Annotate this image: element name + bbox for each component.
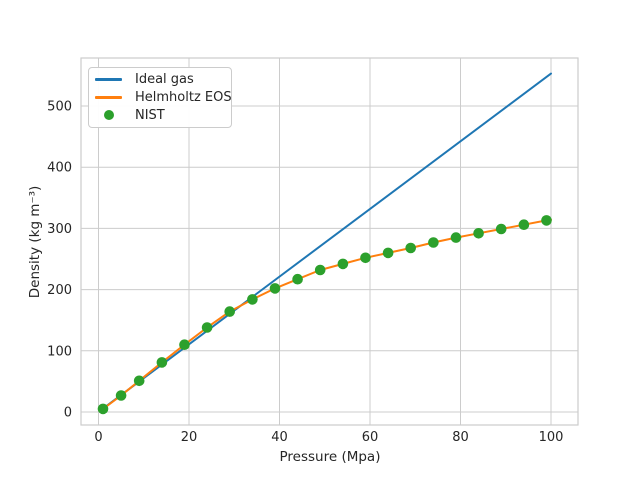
nist-point xyxy=(360,252,371,264)
x-tick-label: 40 xyxy=(271,430,288,445)
nist-point xyxy=(541,215,552,226)
legend-label-ideal-gas: Ideal gas xyxy=(135,72,194,88)
legend-label-nist: NIST xyxy=(135,107,165,123)
nist-marker-sample-icon xyxy=(95,110,122,121)
legend-item-helmholtz-eos: Helmholtz EOS xyxy=(95,89,232,107)
helmholtz-eos-line-sample-icon xyxy=(95,96,122,99)
nist-point xyxy=(428,237,439,248)
x-tick-label: 100 xyxy=(539,430,564,445)
x-tick-label: 60 xyxy=(362,430,379,445)
nist-point xyxy=(450,232,462,243)
nist-point xyxy=(179,339,190,351)
y-tick-label: 300 xyxy=(47,222,72,237)
helmholtz-eos-line xyxy=(102,218,552,410)
nist-point xyxy=(97,403,109,415)
nist-point xyxy=(133,375,145,387)
nist-point xyxy=(314,264,326,276)
legend-label-helmholtz-eos: Helmholtz EOS xyxy=(135,90,232,105)
x-tick-label: 20 xyxy=(181,430,198,445)
nist-point xyxy=(518,219,530,230)
nist-point xyxy=(201,322,213,333)
nist-point xyxy=(156,357,168,368)
nist-point xyxy=(115,390,127,401)
nist-point xyxy=(382,247,394,259)
nist-point xyxy=(337,258,349,270)
y-tick-label: 500 xyxy=(47,100,72,115)
nist-point xyxy=(292,273,303,285)
y-tick-label: 0 xyxy=(64,406,72,421)
tick-layer: 0 20 40 60 80 100 0 100 200 300 400 500 xyxy=(47,100,563,446)
y-tick-label: 400 xyxy=(47,161,72,176)
legend-item-ideal-gas: Ideal gas xyxy=(95,71,225,89)
x-tick-label: 80 xyxy=(452,430,469,445)
nist-point xyxy=(247,294,258,305)
nist-point xyxy=(269,283,281,294)
legend: Ideal gas Helmholtz EOS NIST xyxy=(88,67,232,128)
nist-point xyxy=(224,306,235,317)
ideal-gas-line xyxy=(102,72,552,410)
nist-point xyxy=(473,228,484,239)
ideal-gas-line-sample-icon xyxy=(95,78,122,82)
x-tick-label: 0 xyxy=(94,430,102,445)
y-tick-label: 200 xyxy=(47,283,72,298)
legend-item-nist: NIST xyxy=(95,106,225,124)
x-axis-label: Pressure (Mpa) xyxy=(280,449,381,465)
nist-point xyxy=(405,242,417,254)
nist-point xyxy=(495,223,507,235)
series-layer xyxy=(97,72,552,415)
y-tick-label: 100 xyxy=(47,344,72,359)
y-axis-label: Density (kg m⁻³) xyxy=(27,186,43,299)
